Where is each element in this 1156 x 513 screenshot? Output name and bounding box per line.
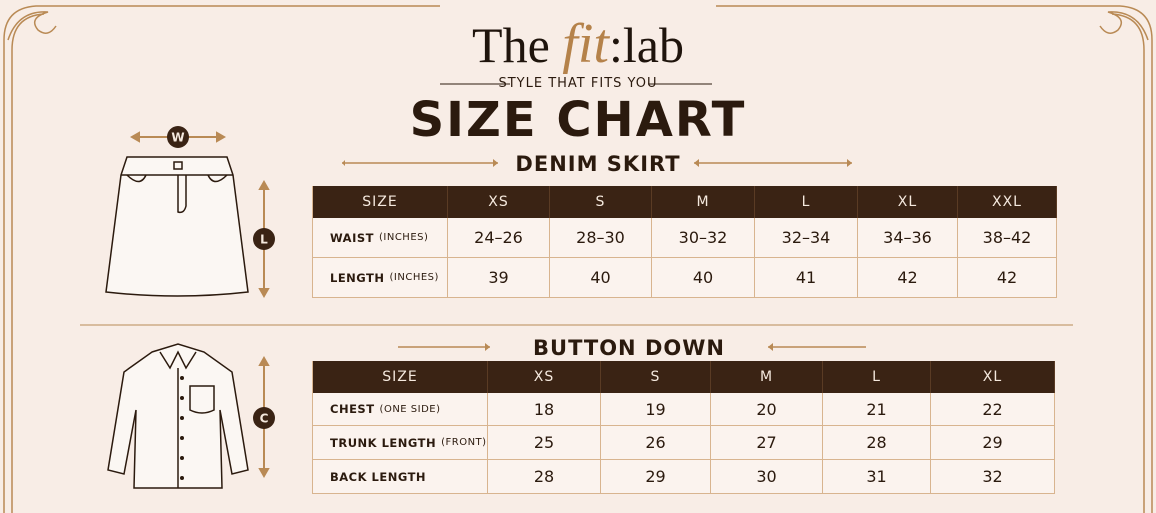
- value-cell: 42: [958, 258, 1057, 298]
- row-label: LENGTH (INCHES): [313, 258, 448, 298]
- value-cell: 26: [601, 426, 711, 460]
- value-cell: 42: [858, 258, 958, 298]
- header-cell: SIZE: [313, 186, 448, 218]
- logo-lab: :lab: [608, 17, 684, 73]
- size-table: SIZE XS S M L XL CHEST (ONE SIDE) 18 19 20 21 22 TRUN…: [312, 361, 1055, 494]
- value-cell: 40: [652, 258, 755, 298]
- value-cell: 31: [823, 460, 931, 494]
- header-cell: XS: [448, 186, 550, 218]
- header-cell: S: [550, 186, 652, 218]
- row-label-text: LENGTH: [330, 270, 385, 285]
- value-cell: 28: [488, 460, 601, 494]
- value-cell: 29: [601, 460, 711, 494]
- value-cell: 32–34: [755, 218, 858, 258]
- value-cell: 29: [931, 426, 1055, 460]
- value-cell: 28: [823, 426, 931, 460]
- value-cell: 21: [823, 393, 931, 426]
- value-cell: 27: [711, 426, 823, 460]
- row-unit: (INCHES): [389, 272, 439, 283]
- header-cell: M: [711, 361, 823, 393]
- icon-label: L: [260, 233, 268, 247]
- row-label-text: WAIST: [330, 230, 374, 245]
- value-cell: 30–32: [652, 218, 755, 258]
- title: SIZE CHART: [409, 92, 747, 148]
- row-unit: (FRONT): [441, 437, 487, 448]
- value-cell: 32: [931, 460, 1055, 494]
- row-unit: (ONE SIDE): [379, 403, 441, 415]
- row-label-text: BACK LENGTH: [330, 469, 427, 484]
- value-cell: 24–26: [448, 218, 550, 258]
- value-cell: 39: [448, 258, 550, 298]
- size-table: SIZE XS S M L XL XXL WAIST (INCHES) 24–26 28–30 30–…: [312, 186, 1057, 298]
- value-cell: 41: [755, 258, 858, 298]
- header-cell: XL: [931, 361, 1055, 393]
- row-label-text: CHEST: [330, 402, 375, 416]
- icon-label: W: [171, 131, 184, 145]
- row-unit: (INCHES): [378, 232, 429, 243]
- value-cell: 28–30: [550, 218, 652, 258]
- row-label: CHEST (ONE SIDE): [313, 393, 488, 426]
- value-cell: 19: [601, 393, 711, 426]
- row-label-text: TRUNK LENGTH: [330, 435, 437, 450]
- row-label: TRUNK LENGTH (FRONT): [313, 426, 488, 460]
- header-cell: L: [755, 186, 858, 218]
- logo-the: The: [472, 17, 550, 73]
- value-cell: 18: [488, 393, 601, 426]
- header-cell: XL: [858, 186, 958, 218]
- row-label: BACK LENGTH: [313, 460, 488, 494]
- header-cell: XS: [488, 361, 601, 393]
- value-cell: 20: [711, 393, 823, 426]
- value-cell: 30: [711, 460, 823, 494]
- header-cell: XXL: [958, 186, 1057, 218]
- value-cell: 25: [488, 426, 601, 460]
- header-cell: M: [652, 186, 755, 218]
- row-label: WAIST (INCHES): [313, 218, 448, 258]
- logo-fit: fit: [562, 13, 609, 75]
- logo: The fit:lab: [0, 12, 1156, 76]
- icon-label: C: [260, 412, 269, 426]
- value-cell: 34–36: [858, 218, 958, 258]
- value-cell: 40: [550, 258, 652, 298]
- value-cell: 38–42: [958, 218, 1057, 258]
- header-cell: SIZE: [313, 361, 488, 393]
- tagline: STYLE THAT FITS YOU: [498, 76, 658, 91]
- header-cell: L: [823, 361, 931, 393]
- section-title: DENIM SKIRT: [515, 152, 681, 176]
- value-cell: 22: [931, 393, 1055, 426]
- header-cell: S: [601, 361, 711, 393]
